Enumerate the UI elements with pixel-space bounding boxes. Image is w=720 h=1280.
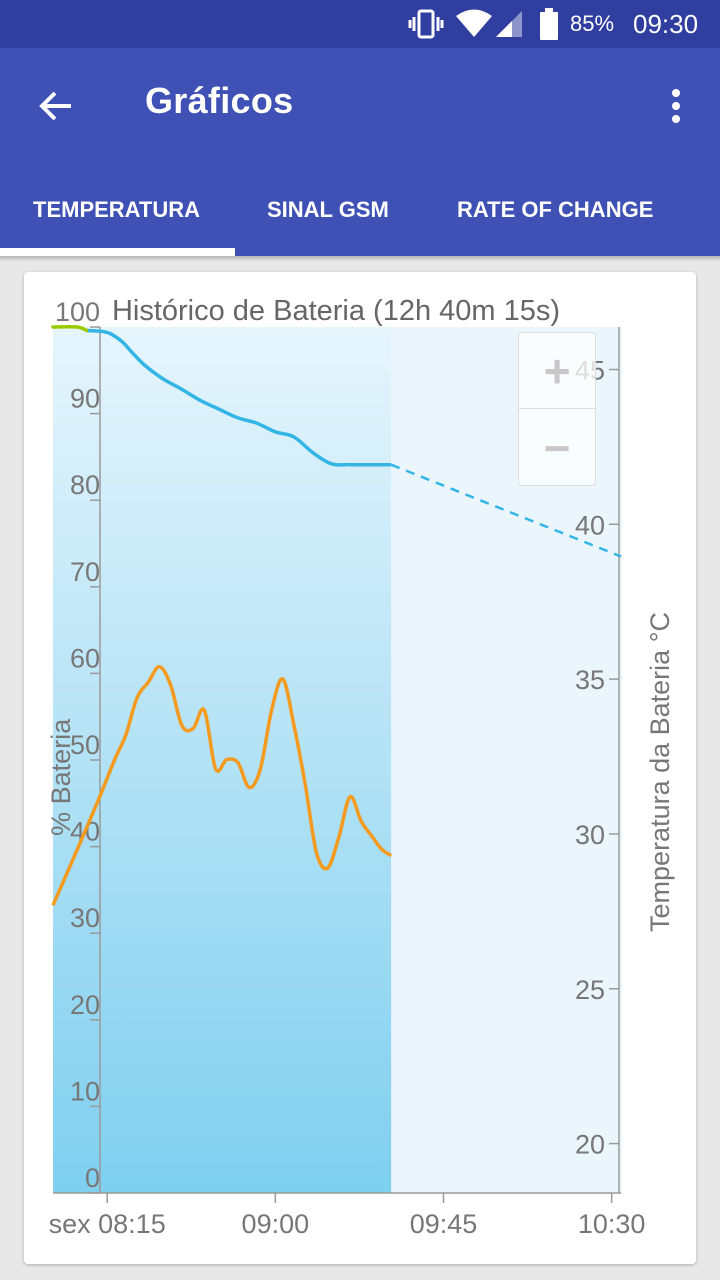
y2-tick-label: 35 — [575, 665, 605, 695]
tab-shadow — [0, 256, 720, 262]
arrow-back-icon — [39, 91, 71, 121]
x-tick-label: 09:00 — [242, 1209, 310, 1239]
x-tick-label: sex 08:15 — [49, 1209, 166, 1239]
y-tick-label: 30 — [70, 903, 100, 933]
y2-tick-label: 20 — [575, 1130, 605, 1160]
battery-icon — [536, 0, 562, 48]
x-tick-label: 10:30 — [578, 1209, 646, 1239]
battery-percent: 85% — [570, 11, 615, 36]
chart-title: Histórico de Bateria (12h 40m 15s) — [112, 295, 560, 327]
page-title: Gráficos — [145, 80, 294, 121]
y-tick-label: 60 — [70, 643, 100, 673]
history-area — [53, 327, 392, 1193]
back-button[interactable] — [22, 72, 90, 140]
cell-signal-icon — [492, 0, 526, 48]
tab-sinal-gsm[interactable]: SINAL GSM — [267, 197, 389, 222]
y-tick-label: 10 — [70, 1076, 100, 1106]
y-tick-label: 0 — [85, 1163, 100, 1193]
y2-tick-label: 40 — [575, 510, 605, 540]
status-bar: 85% 09:30 — [0, 0, 720, 48]
y-tick-label: 80 — [70, 470, 100, 500]
zoom-out-button[interactable]: − — [543, 422, 571, 474]
app-bar: Gráficos TEMPERATURA SINAL GSM RATE OF C… — [0, 48, 720, 256]
more-vert-icon — [672, 89, 680, 123]
y-tick-label: 50 — [70, 730, 100, 760]
chart-card: 0102030405060708090100202530354045sex 08… — [24, 272, 696, 1264]
tab-rate-of-change[interactable]: RATE OF CHANGE — [457, 197, 654, 222]
y-tick-label: 90 — [70, 384, 100, 414]
zoom-in-button[interactable]: + — [519, 333, 595, 409]
series-battery-line — [86, 328, 392, 467]
overflow-menu-button[interactable] — [646, 72, 706, 140]
y-tick-label: 70 — [70, 557, 100, 587]
y-tick-label: 20 — [70, 990, 100, 1020]
tab-indicator — [0, 248, 235, 256]
vibrate-icon — [406, 0, 446, 48]
x-tick-label: 09:45 — [410, 1209, 478, 1239]
y2-axis-title: Temperatura da Bateria °C — [645, 612, 675, 932]
tab-temperatura[interactable]: TEMPERATURA — [33, 197, 201, 222]
series-temperature-line — [51, 664, 393, 906]
y-tick-label: 100 — [55, 297, 100, 327]
y2-tick-label: 30 — [575, 820, 605, 850]
zoom-controls: + − — [518, 332, 596, 486]
status-time: 09:30 — [633, 9, 699, 39]
wifi-icon — [454, 0, 494, 48]
y-axis-title: % Bateria — [46, 718, 76, 836]
y2-tick-label: 25 — [575, 975, 605, 1005]
series-charging-line — [51, 324, 89, 333]
